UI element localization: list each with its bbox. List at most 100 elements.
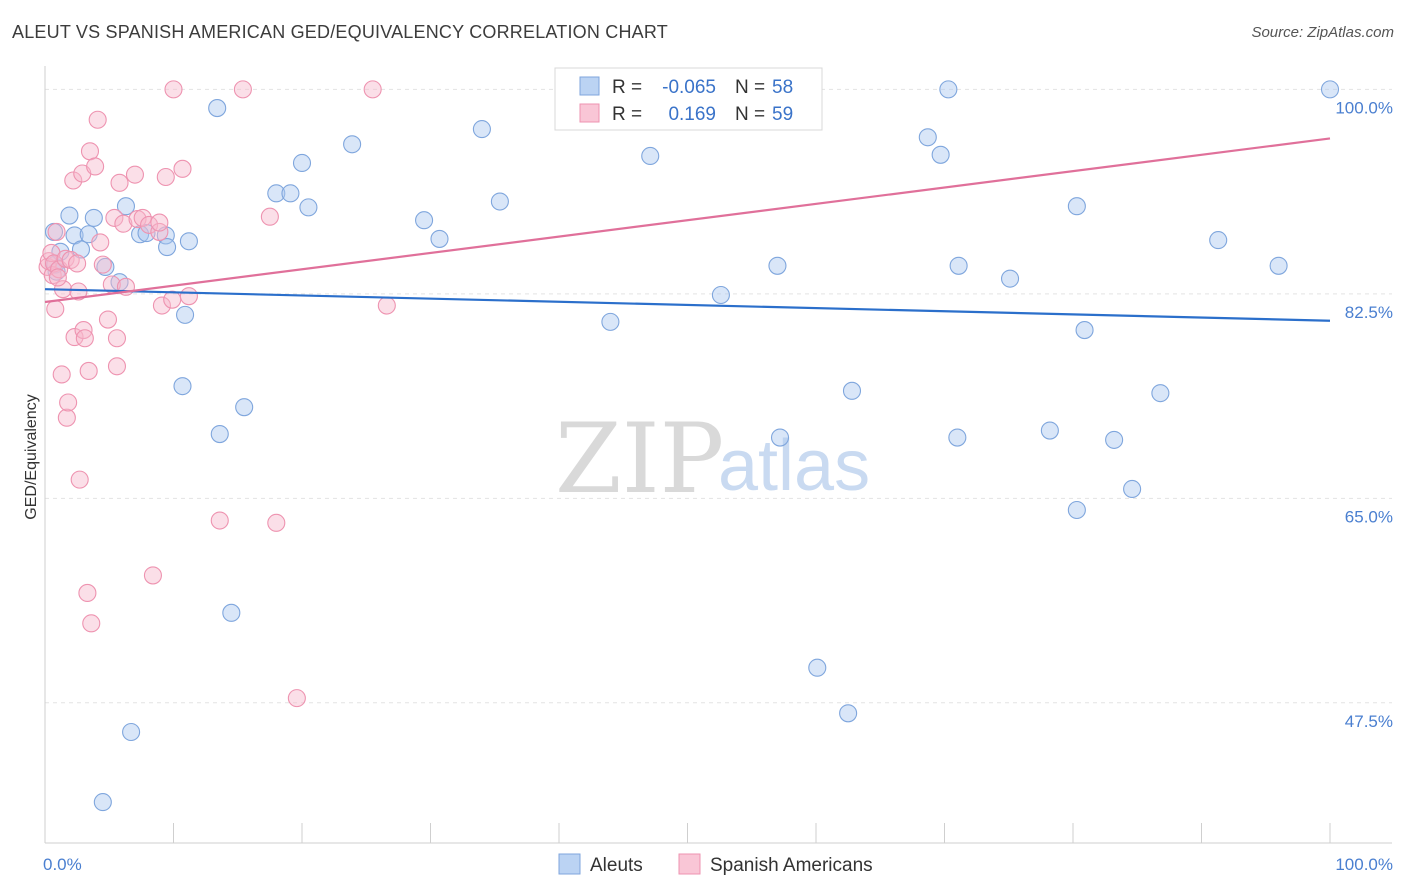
legend-r-label-spanish: R = xyxy=(612,104,642,125)
legend-r-value-spanish: 0.169 xyxy=(668,104,716,125)
spanish-point xyxy=(68,254,87,273)
grid-lines xyxy=(45,88,1392,704)
spanish-point xyxy=(57,408,76,427)
aleut-point xyxy=(839,704,858,723)
spanish-point xyxy=(98,310,118,329)
spanish-point xyxy=(70,470,89,489)
legend-swatch-spanish xyxy=(579,103,600,123)
aleut-point xyxy=(208,99,227,118)
spanish-point xyxy=(143,566,162,585)
spanish-point xyxy=(105,208,124,227)
legend-r-label-aleuts: R = xyxy=(612,77,642,98)
aleut-point xyxy=(1067,197,1086,216)
watermark-zip: ZIP xyxy=(555,403,724,515)
series-legend-label-aleuts[interactable]: Aleuts xyxy=(590,855,643,876)
aleut-point xyxy=(299,198,318,217)
aleut-point xyxy=(235,398,254,417)
spanish-points xyxy=(38,80,396,708)
aleut-point xyxy=(490,192,509,211)
aleut-point xyxy=(122,722,141,742)
legend-n-label-aleuts: N = xyxy=(735,77,765,98)
spanish-point xyxy=(46,299,65,319)
spanish-point xyxy=(156,167,175,187)
spanish-point xyxy=(114,214,133,233)
aleut-point xyxy=(641,146,660,166)
aleut-point xyxy=(158,238,177,257)
spanish-point xyxy=(88,110,107,129)
series-legend-swatch-aleuts[interactable] xyxy=(558,853,581,875)
legend-swatch-aleuts xyxy=(579,76,600,96)
aleut-point xyxy=(96,257,115,277)
legend-n-label-spanish: N = xyxy=(735,104,765,125)
spanish-point xyxy=(52,365,71,384)
aleut-point xyxy=(1067,500,1086,520)
tick-labels: 100.0% 82.5% 65.0% 47.5% 0.0% 100.0% xyxy=(43,98,1393,874)
y-tick-label: 100.0% xyxy=(1335,98,1393,117)
spanish-point xyxy=(150,213,169,232)
spanish-point xyxy=(69,282,88,301)
aleut-point xyxy=(116,197,136,216)
spanish-point xyxy=(47,222,66,241)
spanish-point xyxy=(48,268,67,287)
spanish-point xyxy=(86,157,105,176)
spanish-point xyxy=(233,80,252,99)
series-legend-swatch-spanish[interactable] xyxy=(678,853,701,875)
spanish-point xyxy=(363,80,382,99)
y-tick-label: 47.5% xyxy=(1345,712,1393,731)
aleut-point xyxy=(939,80,958,99)
legend-n-value-spanish: 59 xyxy=(772,104,793,125)
spanish-point xyxy=(59,393,78,412)
aleut-point xyxy=(808,658,827,677)
aleut-point xyxy=(93,793,112,812)
spanish-point xyxy=(150,222,169,241)
aleut-point xyxy=(281,184,300,203)
spanish-trend-line xyxy=(44,137,1331,304)
axes xyxy=(44,66,1392,844)
aleut-point xyxy=(176,305,195,324)
aleut-point xyxy=(1000,269,1020,288)
spanish-point xyxy=(287,689,306,708)
spanish-point xyxy=(377,296,396,315)
aleut-trend-line xyxy=(44,288,1331,322)
aleut-point xyxy=(1209,231,1228,250)
spanish-point xyxy=(107,329,127,348)
aleut-point xyxy=(768,256,787,275)
aleut-point xyxy=(949,256,968,275)
spanish-point xyxy=(267,513,286,532)
aleut-point xyxy=(842,381,862,400)
spanish-point xyxy=(107,357,127,376)
aleut-point xyxy=(415,211,434,230)
aleut-point xyxy=(343,135,362,154)
spanish-point xyxy=(80,142,100,161)
aleut-point xyxy=(84,208,103,227)
aleut-point xyxy=(267,184,286,203)
trend-lines xyxy=(44,137,1331,322)
aleut-point xyxy=(430,229,449,248)
spanish-point xyxy=(91,233,110,252)
aleut-point xyxy=(711,285,730,305)
series-legend-label-spanish[interactable]: Spanish Americans xyxy=(710,855,873,876)
chart-title: ALEUT VS SPANISH AMERICAN GED/EQUIVALENC… xyxy=(12,22,668,42)
spanish-point xyxy=(64,171,83,190)
watermark-atlas: atlas xyxy=(718,426,870,506)
aleut-point xyxy=(60,206,79,225)
spanish-point xyxy=(75,329,94,348)
spanish-point xyxy=(173,159,192,178)
spanish-point xyxy=(152,296,171,315)
legend-n-value-aleuts: 58 xyxy=(772,77,793,98)
spanish-point xyxy=(179,287,198,306)
aleut-point xyxy=(472,120,491,139)
spanish-point xyxy=(125,165,144,184)
stats-legend: R = -0.065 N = 58 R = 0.169 N = 59 xyxy=(554,67,823,131)
aleut-point xyxy=(222,603,241,622)
spanish-point xyxy=(133,208,152,227)
series-legend: Aleuts Spanish Americans xyxy=(558,853,873,876)
spanish-point xyxy=(260,207,279,226)
legend-r-value-aleuts: -0.065 xyxy=(662,77,716,98)
spanish-point xyxy=(210,511,229,530)
aleut-point xyxy=(918,128,937,147)
source-credit: Source: ZipAtlas.com xyxy=(1251,24,1394,41)
y-tick-label: 65.0% xyxy=(1345,507,1393,526)
aleut-point xyxy=(179,232,198,251)
